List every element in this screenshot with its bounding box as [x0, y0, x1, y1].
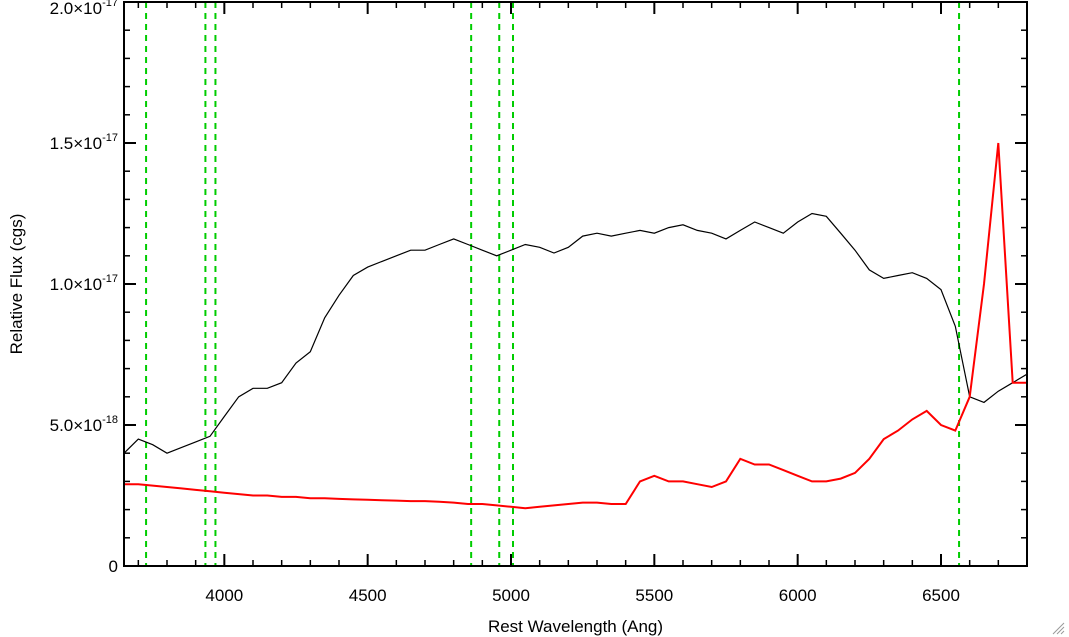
x-tick-label: 5500 — [635, 586, 673, 605]
x-axis-title: Rest Wavelength (Ang) — [488, 617, 663, 636]
series-layer — [124, 142, 1027, 510]
y-axis-title: Relative Flux (cgs) — [7, 214, 26, 355]
x-tick-label: 4000 — [205, 586, 243, 605]
x-tick-label: 6500 — [922, 586, 960, 605]
series-line-observed — [124, 212, 1027, 454]
y-tick-label: 1.0×10-17 — [50, 273, 118, 294]
y-tick-label: 5.0×10-18 — [50, 414, 118, 435]
reference-lines — [145, 2, 961, 566]
x-axis: 4000 4500 5000 5500 6000 6500 — [137, 2, 1028, 605]
x-tick-label: 5000 — [492, 586, 530, 605]
y-tick-label: 1.5×10-17 — [50, 132, 118, 153]
x-tick-label: 4500 — [349, 586, 387, 605]
series-line-model — [124, 142, 1027, 510]
y-axis: 0 5.0×10-18 1.0×10-17 1.5×10-17 2.0×10-17 — [50, 0, 1027, 576]
x-tick-label: 6000 — [779, 586, 817, 605]
y-tick-label: 2.0×10-17 — [50, 0, 118, 18]
y-tick-label: 0 — [109, 557, 118, 576]
plot-frame — [123, 1, 1028, 567]
resize-grip-icon[interactable] — [1051, 621, 1065, 635]
